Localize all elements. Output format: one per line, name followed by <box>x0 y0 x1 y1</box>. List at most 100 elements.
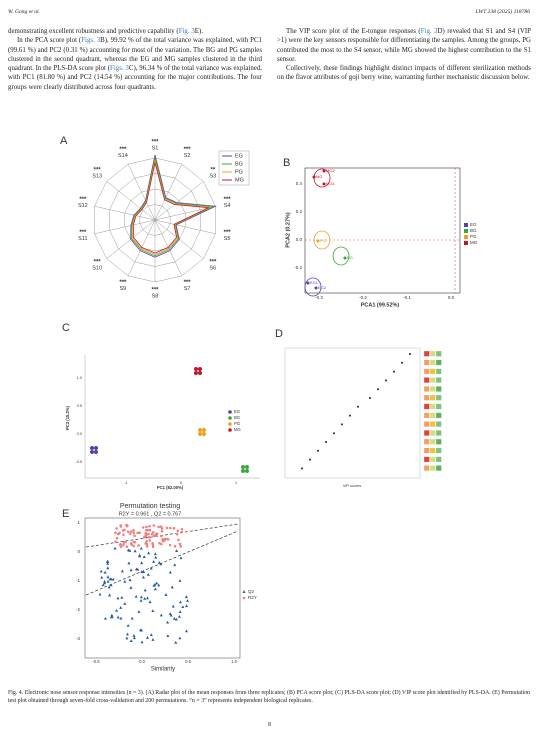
point <box>110 613 114 617</box>
label: 1.0 <box>77 376 82 380</box>
radar-series <box>132 162 211 254</box>
point <box>312 175 316 179</box>
point <box>172 617 176 620</box>
point <box>149 633 153 636</box>
paragraph: Collectively, these findings highlight d… <box>277 64 531 83</box>
radar-spoke <box>154 205 216 221</box>
point <box>317 449 319 452</box>
heat-cell <box>429 421 436 428</box>
cluster <box>332 246 350 266</box>
point <box>154 555 158 559</box>
point <box>149 566 153 570</box>
point <box>306 281 310 285</box>
point <box>401 361 403 364</box>
figure-ref[interactable]: Figs. 3 <box>110 65 129 73</box>
point <box>148 528 152 532</box>
heat-cell <box>429 447 436 454</box>
label: 1 <box>235 481 237 485</box>
point <box>129 530 133 533</box>
point <box>181 605 185 609</box>
point <box>143 588 147 592</box>
right-column: The VIP score plot of the E-tongue respo… <box>277 27 531 83</box>
point <box>127 561 131 565</box>
point <box>146 528 150 532</box>
heat-cell <box>435 421 442 428</box>
label: -0.5 <box>92 659 100 664</box>
running-header: W. Gong et al. <box>8 9 40 15</box>
label: *** <box>119 280 127 286</box>
point <box>110 615 114 618</box>
figure-ref[interactable]: Fig. 3 <box>178 28 195 35</box>
point <box>119 606 123 609</box>
legend-swatch <box>228 410 232 414</box>
point <box>143 596 147 600</box>
heat-cell <box>435 438 442 445</box>
point <box>133 534 136 538</box>
label: E <box>62 508 69 520</box>
point <box>122 543 125 547</box>
heat-cell <box>435 412 442 419</box>
paragraph: In the PCA score plot (Figs. 3B), 99.92 … <box>8 36 262 92</box>
point <box>124 540 128 544</box>
legend-swatch <box>242 590 246 593</box>
page-number: 8 <box>268 722 271 728</box>
label: S14 <box>118 153 128 159</box>
label: *** <box>224 197 232 203</box>
point <box>159 562 163 566</box>
radar-spoke <box>154 219 216 235</box>
point <box>125 523 128 527</box>
point <box>179 545 183 548</box>
point <box>301 467 303 470</box>
point <box>99 569 103 573</box>
point <box>194 367 198 371</box>
point <box>105 560 109 563</box>
point <box>177 538 180 542</box>
point <box>138 554 142 558</box>
radar-series <box>131 157 215 257</box>
point <box>173 545 177 548</box>
radar-series <box>132 159 213 255</box>
cluster <box>313 230 331 250</box>
legend-swatch <box>228 416 232 420</box>
heat-cell <box>423 465 430 472</box>
figure-ref[interactable]: Fig. 3 <box>420 28 438 35</box>
label: PG <box>234 421 240 426</box>
heat-cell <box>423 438 430 445</box>
point <box>166 537 169 541</box>
label: -0.5 <box>75 460 82 464</box>
label: 0.0 <box>448 295 455 300</box>
label: EG2 <box>318 285 327 290</box>
point <box>166 620 170 624</box>
heat-cell <box>435 447 442 454</box>
point <box>115 608 119 612</box>
point <box>125 632 129 636</box>
point <box>151 530 155 534</box>
label: -0.3 <box>315 295 323 300</box>
label: S9 <box>120 286 127 292</box>
label: PCA1 (99.52%) <box>361 302 400 308</box>
label: *** <box>79 197 87 203</box>
heat-cell <box>423 394 430 401</box>
paragraph: demonstrating excellent robustness and p… <box>8 27 262 36</box>
label: EG1 <box>310 280 319 285</box>
label: BG <box>347 255 353 260</box>
point <box>126 530 130 533</box>
point <box>377 388 379 391</box>
point <box>309 458 311 461</box>
point <box>128 532 132 535</box>
point <box>137 610 141 613</box>
heat-cell <box>435 377 442 384</box>
point <box>108 593 112 597</box>
label: S11 <box>78 236 87 242</box>
point <box>158 541 161 545</box>
point <box>185 604 189 608</box>
heat-cell <box>423 421 430 428</box>
label: 0.2 <box>296 209 303 214</box>
legend-swatch <box>242 596 246 600</box>
label: PC1 (82.00%) <box>157 485 184 490</box>
heat-cell <box>423 447 430 454</box>
label: ** <box>211 167 216 173</box>
figure-ref[interactable]: Figs. 3 <box>81 37 101 45</box>
